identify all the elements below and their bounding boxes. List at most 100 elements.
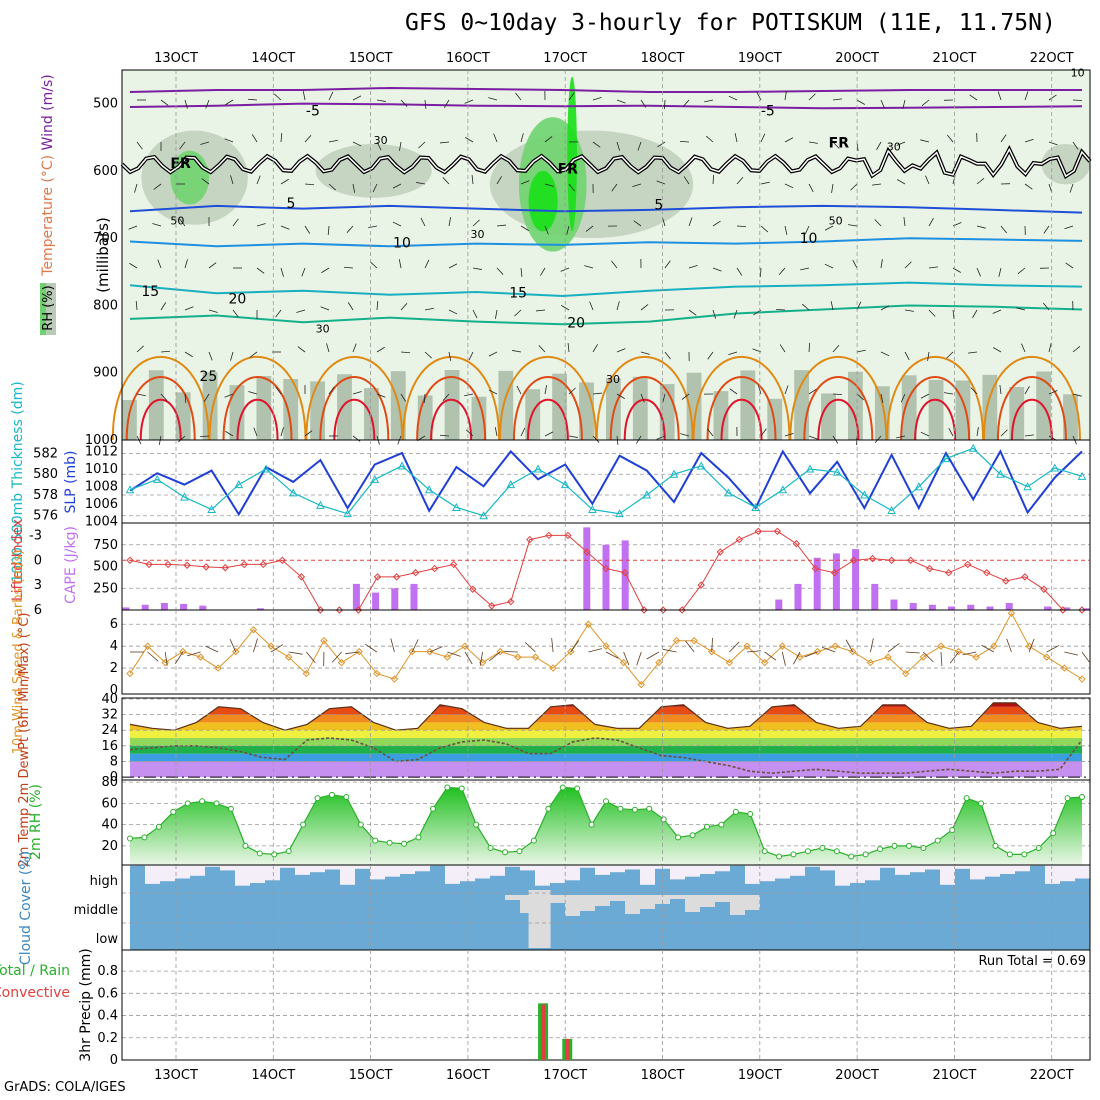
cloud-high-gap <box>940 865 955 885</box>
wind-barb <box>874 219 882 227</box>
wind-barb <box>418 141 426 149</box>
wind-barb <box>1048 94 1057 101</box>
wind-barb <box>850 183 858 191</box>
contour-label: 15 <box>141 284 159 300</box>
rh2m-marker <box>703 823 710 830</box>
wind-barb <box>328 139 338 143</box>
wind-barb <box>682 99 690 108</box>
thickness-tick-label: 578 <box>33 488 58 503</box>
wind-barb <box>225 99 234 106</box>
wind-speed-marker <box>267 642 275 650</box>
li-marker <box>945 569 953 577</box>
wind-barb <box>662 648 677 653</box>
wind-barb <box>153 183 162 190</box>
wind-frame <box>121 609 1091 695</box>
wind-barb <box>229 639 237 653</box>
cloud-tick-label: high <box>90 874 118 889</box>
wind-barb <box>179 218 186 227</box>
top-date-label: 17OCT <box>543 51 587 66</box>
wind-barb <box>976 178 985 185</box>
cloud-mid-gap <box>745 895 760 910</box>
cape-bar <box>583 527 591 610</box>
wind-barb <box>392 183 402 189</box>
wind-barb <box>969 94 978 101</box>
cape-bar <box>1082 608 1090 610</box>
wind-speed-marker <box>954 647 963 656</box>
wind-barb <box>224 138 234 143</box>
contour-warm-arch <box>111 355 210 441</box>
wind-barb <box>496 176 502 185</box>
credit-label: GrADS: COLA/IGES <box>4 1080 126 1095</box>
cape-bar <box>1005 603 1013 610</box>
li-marker <box>259 560 267 569</box>
rh2m-marker <box>328 791 335 798</box>
thickness-marker <box>751 502 760 511</box>
contour-15 <box>129 281 1083 298</box>
contour-warm-arch <box>222 376 293 441</box>
cloud-high-gap <box>340 865 355 885</box>
wind-barb <box>832 98 842 101</box>
li-marker <box>887 556 896 564</box>
rh2m-marker <box>256 850 263 857</box>
rh2m-marker <box>357 821 364 828</box>
rh2m-marker <box>444 784 451 791</box>
wind-barb <box>728 95 738 101</box>
thickness-marker <box>533 464 543 473</box>
li-marker <box>964 560 972 569</box>
cloud-high-gap <box>475 865 490 879</box>
wind-barb <box>561 305 570 311</box>
wind-barb <box>1043 302 1050 311</box>
wind-barb <box>637 141 642 151</box>
wind-barb <box>970 387 978 395</box>
wind-barb <box>493 133 498 143</box>
thickness-marker <box>805 464 815 473</box>
bottom-date-label: 16OCT <box>446 1068 490 1083</box>
wind-speed-marker <box>232 647 240 656</box>
li-marker <box>545 531 553 540</box>
wind-barb <box>992 309 1002 314</box>
wind-barb <box>225 430 234 437</box>
wind-barb <box>302 91 306 101</box>
cloud-base <box>130 865 1090 950</box>
li-marker <box>735 535 743 544</box>
li-marker <box>659 606 667 614</box>
rh2m-marker <box>819 845 826 851</box>
slp-ylabel-part: SLP (mb) <box>63 450 79 513</box>
cape-bar <box>775 599 783 610</box>
wind-barb <box>1024 91 1029 101</box>
wind-barb <box>489 651 501 662</box>
wind-barb <box>636 651 642 666</box>
wind-barb <box>466 429 474 437</box>
wind-barb <box>683 176 690 185</box>
wind-speed-marker <box>1025 642 1033 650</box>
wind-barb <box>447 651 461 657</box>
cloud-mid-gap <box>730 895 745 915</box>
wind-barb <box>999 385 1002 395</box>
thickness-ylabel-part: 1000-500mb Thickness (dm) <box>10 381 26 582</box>
wind-barb <box>1072 393 1082 397</box>
wind-tick-label: 4 <box>110 639 118 654</box>
wind-speed-marker <box>179 647 187 656</box>
li-marker <box>773 527 782 535</box>
li-marker <box>716 548 724 556</box>
cloud-ylabel-part: Cloud Cover (%) <box>18 851 34 965</box>
thickness-tick-label: 576 <box>33 509 58 524</box>
wind-barb <box>253 427 258 437</box>
rh2m-marker <box>343 794 350 800</box>
wind-barb <box>920 139 930 143</box>
wind-barb <box>923 651 934 663</box>
wind-barb <box>301 267 306 277</box>
bottom-date-label: 22OCT <box>1030 1068 1074 1083</box>
wind-barb <box>568 435 578 438</box>
wind-barb <box>1064 225 1074 230</box>
cloud-high-gap <box>280 865 295 868</box>
wind-speed-marker <box>990 642 998 650</box>
rh2m-marker <box>747 811 754 817</box>
wind-barb <box>248 391 258 395</box>
contour-warm-arch <box>305 355 404 441</box>
wind-barb <box>896 435 906 439</box>
wind-barb <box>345 651 360 655</box>
precip-tick-label: 0.8 <box>97 964 118 979</box>
bottom-date-label: 17OCT <box>543 1068 587 1083</box>
contour-warm-arch <box>526 398 569 441</box>
